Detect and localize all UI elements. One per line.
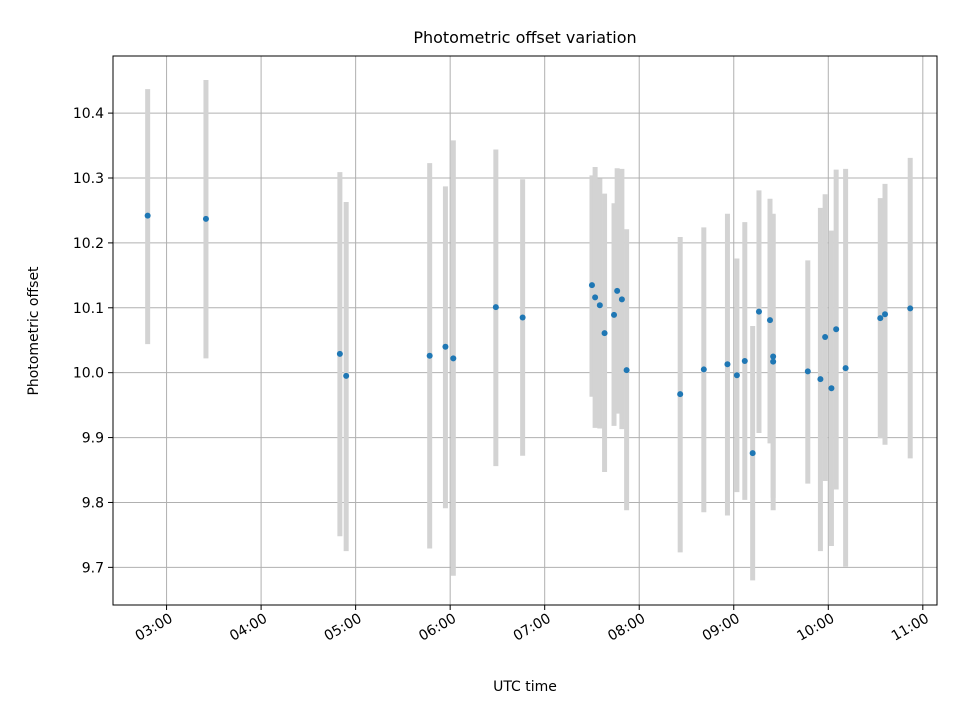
data-point: [336, 350, 343, 357]
data-point: [755, 308, 762, 315]
data-point: [877, 315, 884, 322]
data-point: [618, 296, 625, 303]
chart-title: Photometric offset variation: [413, 28, 636, 47]
data-point: [833, 326, 840, 333]
y-tick-label: 10.1: [73, 301, 104, 317]
data-point: [202, 215, 209, 222]
y-tick-label: 9.9: [82, 431, 104, 447]
data-point: [442, 343, 449, 350]
data-point: [144, 212, 151, 219]
data-point: [614, 287, 621, 294]
data-point: [822, 333, 829, 340]
x-axis-label: UTC time: [493, 679, 557, 695]
data-point: [519, 314, 526, 321]
data-point: [492, 304, 499, 311]
data-point: [601, 330, 608, 337]
data-point: [766, 317, 773, 324]
y-axis-ticks: 9.7 9.8 9.9 10.0 10.1 10.2 10.3 10.4: [73, 106, 113, 576]
data-point: [611, 311, 618, 318]
data-point: [770, 358, 777, 365]
y-tick-label: 10.2: [73, 236, 104, 252]
data-point: [741, 358, 748, 364]
data-point: [817, 376, 824, 383]
data-point: [882, 311, 889, 318]
y-tick-label: 10.3: [73, 171, 104, 187]
data-point: [596, 302, 603, 309]
data-point: [623, 367, 630, 374]
y-tick-label: 10.0: [73, 366, 104, 382]
data-point: [749, 450, 756, 457]
y-tick-label: 9.8: [82, 495, 104, 511]
data-point: [450, 355, 457, 362]
data-point: [804, 368, 811, 375]
data-point: [588, 282, 595, 289]
data-point: [733, 372, 740, 379]
y-axis-label: Photometric offset: [26, 266, 42, 396]
data-point: [828, 385, 835, 392]
y-tick-label: 10.4: [73, 106, 104, 122]
data-point: [724, 361, 731, 368]
data-point: [907, 305, 914, 312]
data-point: [700, 366, 707, 373]
y-tick-label: 9.7: [82, 560, 104, 576]
data-points: [144, 212, 914, 457]
data-point: [677, 391, 684, 398]
data-point: [592, 294, 599, 301]
data-point: [842, 365, 849, 372]
data-point: [426, 352, 433, 359]
data-point: [343, 372, 350, 379]
plot-frame: [112, 55, 938, 606]
data-point: [770, 353, 777, 360]
